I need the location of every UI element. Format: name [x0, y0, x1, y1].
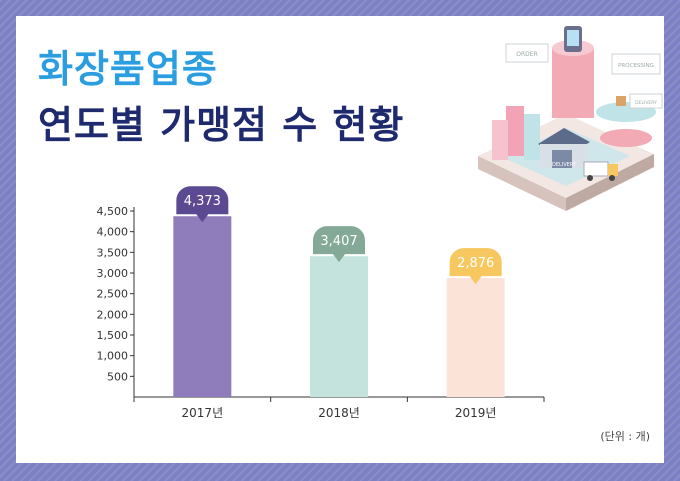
y-tick-label: 1,000: [97, 350, 129, 363]
y-tick-label: 3,500: [97, 246, 129, 259]
data-label: 3,407: [320, 234, 357, 249]
tower-body: [552, 48, 594, 118]
bar: [446, 278, 505, 397]
sign-processing-text: PROCESSING: [618, 63, 654, 69]
data-label: 4,373: [184, 194, 221, 209]
value-badge: [313, 226, 365, 263]
building-teal: [524, 114, 540, 160]
warehouse-sign-text: DELIVERY: [552, 162, 577, 168]
value-badge: [449, 248, 502, 285]
truck-wheel: [587, 175, 593, 181]
y-tick-label: 500: [107, 370, 128, 383]
box-icon: [616, 96, 626, 106]
sign-order: ORDER: [505, 43, 549, 63]
bar: [310, 256, 368, 397]
phone-screen: [567, 30, 579, 46]
chart-card: 화장품업종 연도별 가맹점 수 현황 (단위 : 개) O: [16, 16, 664, 463]
platform-side-left: [478, 156, 566, 211]
y-tick-label: 2,500: [97, 288, 129, 301]
right-platform-lower: [600, 129, 652, 147]
platform-side-right: [566, 154, 654, 211]
bar: [173, 216, 232, 397]
building-pink: [506, 106, 524, 156]
y-tick-label: 2,000: [97, 308, 129, 321]
y-axis: 500 1,000 1,500 2,000 2,500 3,000 3,500 4,000 4,…: [97, 205, 135, 397]
x-tick-label: 2017년: [182, 406, 224, 420]
warehouse-door: [552, 150, 572, 168]
x-tick-label: 2019년: [455, 406, 497, 420]
sign-order-text: ORDER: [516, 51, 537, 58]
chart-title-line2: 연도별 가맹점 수 현황: [38, 103, 405, 147]
truck-cab: [608, 164, 618, 176]
city-logistics-illustration: ORDER PROCESSING DELIVERY DELIVERY: [478, 26, 663, 211]
y-tick-label: 4,500: [97, 205, 129, 218]
chart-title-line1: 화장품업종: [38, 47, 218, 91]
x-axis: [133, 396, 545, 402]
y-tick-label: 1,500: [97, 329, 129, 342]
value-badge: [176, 186, 229, 223]
sign-delivery-right: DELIVERY: [629, 93, 663, 109]
sign-processing: PROCESSING: [611, 53, 661, 75]
y-tick-label: 4,000: [97, 226, 129, 239]
unit-note: (단위 : 개): [600, 430, 650, 443]
y-tick-label: 3,000: [97, 267, 129, 280]
building-light-pink: [492, 120, 508, 160]
data-label: 2,876: [457, 256, 494, 271]
truck-wheel: [609, 175, 615, 181]
bar-chart: 500 1,000 1,500 2,000 2,500 3,000 3,500 4,000 4,…: [97, 186, 545, 420]
sign-delivery-right-text: DELIVERY: [635, 100, 657, 106]
bars: 2017년 4,373 2018년 3,407 2019년 2,876: [173, 186, 505, 420]
x-tick-label: 2018년: [318, 406, 360, 420]
